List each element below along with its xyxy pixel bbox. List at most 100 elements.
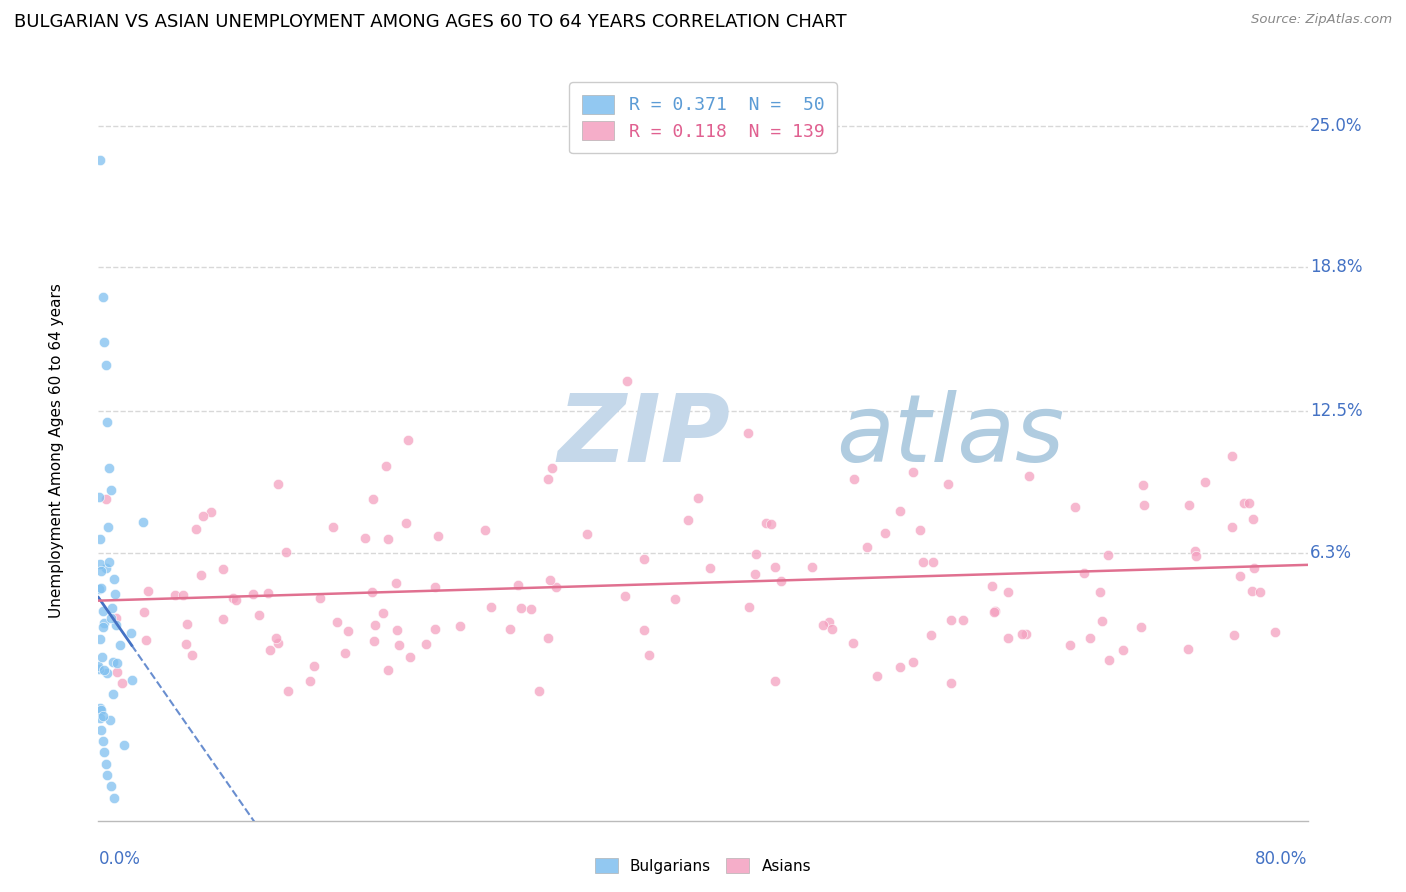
Point — [664, 592, 686, 607]
Point — [1223, 628, 1246, 642]
Point — [1185, 549, 1208, 564]
Point — [395, 516, 418, 531]
Point — [901, 465, 924, 479]
Point — [89, 557, 111, 571]
Point — [100, 611, 122, 625]
Point — [103, 687, 125, 701]
Point — [176, 616, 198, 631]
Point — [89, 532, 111, 546]
Point — [101, 601, 124, 615]
Point — [91, 734, 114, 748]
Point — [889, 504, 911, 518]
Text: 12.5%: 12.5% — [1310, 401, 1362, 419]
Point — [939, 613, 962, 627]
Text: 6.3%: 6.3% — [1310, 544, 1353, 562]
Point — [866, 669, 889, 683]
Point — [200, 505, 222, 519]
Point — [221, 591, 243, 605]
Point — [1220, 449, 1243, 463]
Point — [184, 522, 207, 536]
Point — [1241, 511, 1264, 525]
Point — [247, 607, 270, 622]
Point — [1078, 631, 1101, 645]
Point — [544, 580, 567, 594]
Point — [801, 560, 824, 574]
Point — [844, 472, 866, 486]
Point — [90, 723, 112, 737]
Point — [93, 663, 115, 677]
Point — [537, 631, 560, 645]
Point — [90, 581, 112, 595]
Point — [91, 290, 114, 304]
Text: ZIP: ZIP — [558, 390, 731, 482]
Point — [91, 620, 114, 634]
Point — [763, 560, 786, 574]
Point — [1237, 496, 1260, 510]
Point — [361, 585, 384, 599]
Point — [415, 637, 437, 651]
Point — [1097, 548, 1119, 562]
Point — [938, 476, 960, 491]
Point — [769, 574, 792, 589]
Point — [172, 588, 194, 602]
Point — [1059, 638, 1081, 652]
Point — [508, 577, 530, 591]
Point — [277, 683, 299, 698]
Point — [983, 605, 1005, 619]
Text: BULGARIAN VS ASIAN UNEMPLOYMENT AMONG AGES 60 TO 64 YEARS CORRELATION CHART: BULGARIAN VS ASIAN UNEMPLOYMENT AMONG AG… — [14, 13, 846, 31]
Point — [225, 592, 247, 607]
Point — [90, 564, 112, 578]
Point — [1178, 498, 1201, 512]
Point — [755, 516, 778, 530]
Point — [298, 673, 321, 688]
Point — [93, 335, 115, 350]
Text: 0.0%: 0.0% — [98, 850, 141, 868]
Point — [479, 600, 502, 615]
Point — [100, 780, 122, 794]
Point — [97, 555, 120, 569]
Point — [1015, 626, 1038, 640]
Point — [538, 573, 561, 587]
Point — [94, 358, 117, 372]
Point — [920, 628, 942, 642]
Point — [105, 611, 128, 625]
Point — [112, 738, 135, 752]
Point — [103, 790, 125, 805]
Point — [98, 460, 121, 475]
Point — [89, 153, 111, 167]
Text: atlas: atlas — [837, 390, 1064, 481]
Text: 80.0%: 80.0% — [1256, 850, 1308, 868]
Point — [108, 638, 131, 652]
Point — [94, 756, 117, 771]
Point — [912, 555, 935, 569]
Point — [165, 588, 187, 602]
Point — [1220, 520, 1243, 534]
Point — [87, 658, 110, 673]
Point — [399, 649, 422, 664]
Point — [325, 615, 347, 629]
Point — [817, 615, 839, 629]
Point — [377, 532, 399, 546]
Point — [1011, 626, 1033, 640]
Legend: R = 0.371  N =  50, R = 0.118  N = 139: R = 0.371 N = 50, R = 0.118 N = 139 — [569, 82, 837, 153]
Point — [813, 617, 835, 632]
Point — [873, 526, 896, 541]
Point — [1098, 653, 1121, 667]
Point — [1112, 643, 1135, 657]
Point — [737, 426, 759, 441]
Point — [633, 623, 655, 637]
Point — [242, 587, 264, 601]
Point — [1194, 475, 1216, 489]
Point — [259, 643, 281, 657]
Point — [744, 566, 766, 581]
Point — [474, 523, 496, 537]
Point — [908, 523, 931, 537]
Point — [107, 657, 129, 671]
Point — [87, 490, 110, 504]
Point — [111, 675, 134, 690]
Point — [520, 602, 543, 616]
Point — [93, 745, 115, 759]
Point — [1240, 584, 1263, 599]
Point — [952, 613, 974, 627]
Point — [336, 624, 359, 639]
